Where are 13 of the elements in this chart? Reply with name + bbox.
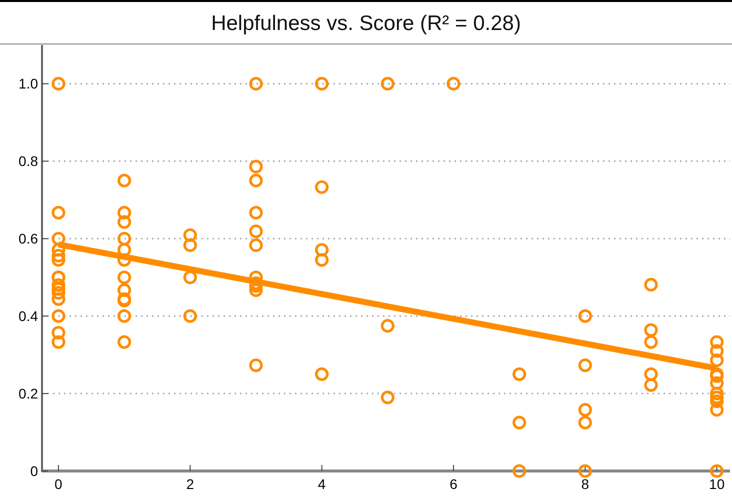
y-tick-label: 0.4: [18, 308, 38, 324]
x-tick-label: 10: [709, 476, 725, 492]
y-tick-label: 0.2: [18, 385, 38, 402]
x-tick-label: 8: [581, 476, 590, 492]
y-tick-label: 0: [30, 462, 38, 479]
y-tick-label: 1.0: [18, 76, 38, 92]
chart-title: Helpfulness vs. Score (R² = 0.28): [211, 12, 521, 35]
y-tick-label: 0.6: [18, 230, 38, 247]
x-tick-label: 2: [186, 476, 194, 492]
y-tick-label: 0.8: [18, 153, 38, 170]
x-tick-label: 4: [318, 476, 326, 492]
x-tick-label: 6: [450, 476, 458, 492]
x-tick-label: 0: [54, 476, 63, 492]
